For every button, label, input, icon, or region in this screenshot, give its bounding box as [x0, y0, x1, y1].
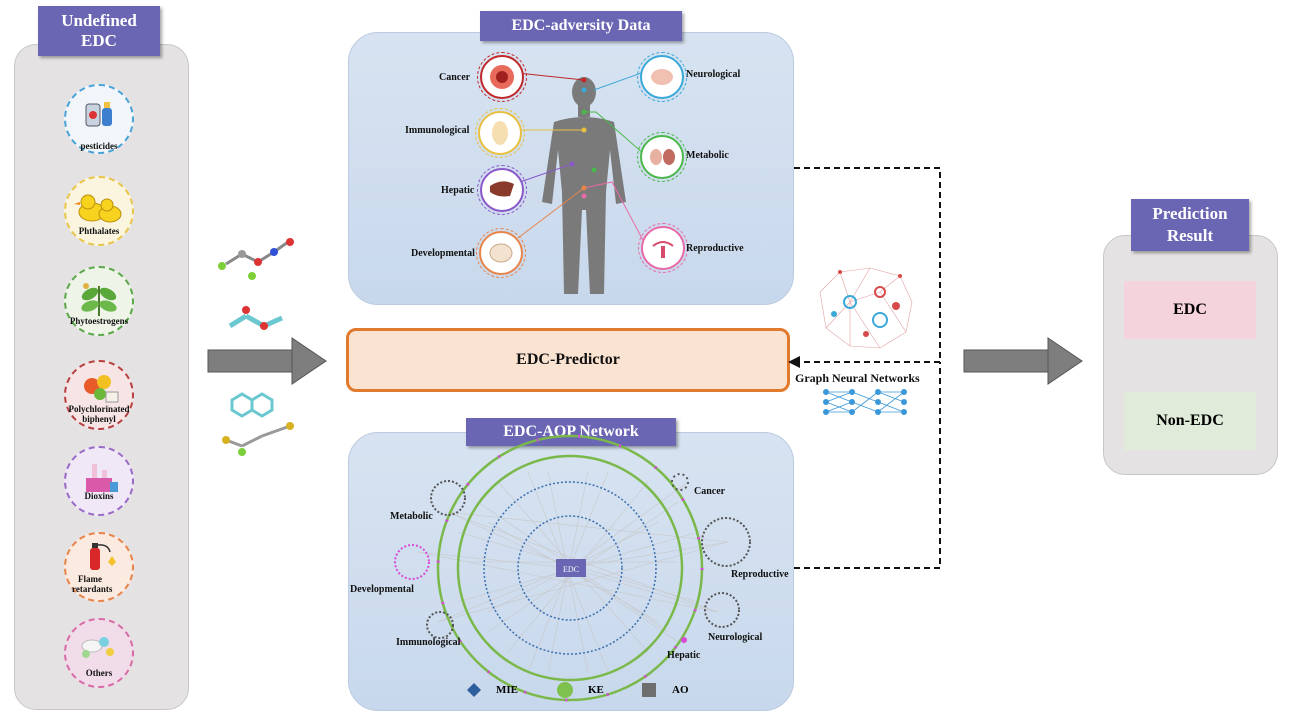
gnn-connectors	[788, 167, 941, 569]
edc-result-box: EDC	[1124, 281, 1256, 339]
ao-legend-label: AO	[672, 684, 689, 696]
rubber-duck-icon	[74, 194, 122, 223]
aop-developmental-label: Developmental	[350, 584, 414, 595]
immunological-cluster	[426, 611, 454, 639]
flame-retardants-circle	[64, 532, 134, 602]
undefined-edc-title-line2: EDC	[81, 31, 117, 50]
output-arrow	[963, 337, 1083, 385]
ke-legend-icon	[557, 682, 573, 698]
developmental-label: Developmental	[411, 248, 475, 259]
edc-predictor-box: EDC-Predictor	[346, 328, 790, 392]
non-edc-result-box: Non-EDC	[1124, 392, 1256, 450]
dioxins-label: Dioxins	[84, 491, 114, 501]
adversity-title: EDC-adversity Data	[480, 11, 682, 41]
pesticides-circle	[64, 84, 134, 154]
dioxins-circle	[64, 446, 134, 516]
polychlorinated-biphenyl-circle	[64, 360, 134, 430]
flame-retardants-label: Flame retardants	[72, 574, 113, 594]
cancer-cell-icon	[477, 52, 527, 102]
brain-network-icon	[819, 267, 913, 349]
aop-network-graph: EDC	[394, 434, 751, 702]
aop-title: EDC-AOP Network	[466, 418, 676, 446]
reproductive-organs-icon	[638, 223, 688, 273]
mie-legend-label: MIE	[496, 684, 518, 696]
neurological-label: Neurological	[686, 69, 741, 80]
edc-result-label: EDC	[1173, 301, 1207, 318]
edc-center-node	[556, 559, 586, 577]
ke-legend-label: KE	[588, 684, 604, 696]
mie-outer-ring	[483, 481, 657, 655]
human-body-diagram	[507, 71, 645, 294]
ao-marks-ring	[436, 434, 704, 702]
reproductive-cluster	[701, 517, 751, 567]
input-arrow	[207, 337, 327, 385]
metabolic-cluster	[430, 480, 466, 516]
ke-inner-ring	[456, 454, 684, 682]
mixed-chemicals-icon	[81, 637, 114, 658]
molecule-icon-3	[230, 392, 274, 418]
phthalates-circle	[64, 176, 134, 246]
human-silhouette	[542, 77, 626, 294]
ao-legend-icon	[642, 683, 656, 697]
fruits-icon	[84, 375, 119, 403]
aop-reproductive-label: Reproductive	[731, 569, 789, 580]
hepatic-liver-icon	[477, 165, 527, 215]
fire-extinguisher-icon	[90, 543, 116, 570]
pesticide-bottle-icon	[85, 102, 112, 127]
aop-neurological-label: Neurological	[708, 632, 763, 643]
others-circle	[64, 618, 134, 688]
gnn-label: Graph Neural Networks	[795, 371, 920, 385]
molecule-structures	[218, 238, 294, 456]
aop-hepatic-label: Hepatic	[667, 650, 701, 661]
prediction-result-title-line1: Prediction	[1152, 204, 1228, 223]
phytoestrogens-circle	[64, 266, 134, 336]
non-edc-result-label: Non-EDC	[1156, 412, 1224, 429]
neural-network-layers-icon	[823, 389, 907, 415]
immunological-lymph-icon	[475, 108, 525, 158]
cancer-label: Cancer	[439, 72, 471, 83]
factory-icon	[86, 464, 118, 492]
prediction-result-title-line2: Result	[1166, 226, 1214, 245]
phytoestrogens-label: Phytoestrogens	[69, 316, 129, 326]
organ-connector-lines	[507, 71, 645, 243]
prediction-result-title: Prediction Result	[1131, 199, 1249, 251]
immunological-label: Immunological	[405, 125, 470, 136]
others-label: Others	[85, 668, 113, 678]
soybean-plant-icon	[81, 283, 117, 316]
phthalates-label: Phthalates	[78, 226, 120, 236]
developmental-cluster	[394, 544, 430, 580]
molecule-icon-4	[222, 422, 294, 456]
reproductive-label: Reproductive	[686, 243, 744, 254]
molecule-icon-2	[228, 306, 284, 330]
developmental-embryo-icon	[476, 228, 526, 278]
edc-center-label: EDC	[563, 565, 579, 574]
mie-legend-icon	[467, 683, 481, 697]
edc-predictor-label: EDC-Predictor	[516, 351, 620, 368]
neurological-brain-icon	[637, 52, 687, 102]
pesticides-label: pesticides	[80, 141, 118, 151]
aop-metabolic-label: Metabolic	[390, 511, 433, 522]
molecule-icon-1	[218, 238, 294, 280]
hepatic-cluster	[681, 637, 687, 643]
undefined-edc-title: Undefined EDC	[38, 6, 160, 56]
aop-immunological-label: Immunological	[396, 637, 461, 648]
neurological-cluster	[704, 592, 740, 628]
metabolic-label: Metabolic	[686, 150, 729, 161]
aop-cancer-label: Cancer	[694, 486, 726, 497]
cancer-cluster	[671, 473, 689, 491]
undefined-edc-title-line1: Undefined	[61, 11, 137, 30]
hepatic-label: Hepatic	[441, 185, 475, 196]
metabolic-organs-icon	[637, 132, 687, 182]
mie-inner-ring	[517, 515, 623, 621]
polychlorinated-biphenyl-label: Polychlorinated biphenyl	[68, 404, 130, 424]
